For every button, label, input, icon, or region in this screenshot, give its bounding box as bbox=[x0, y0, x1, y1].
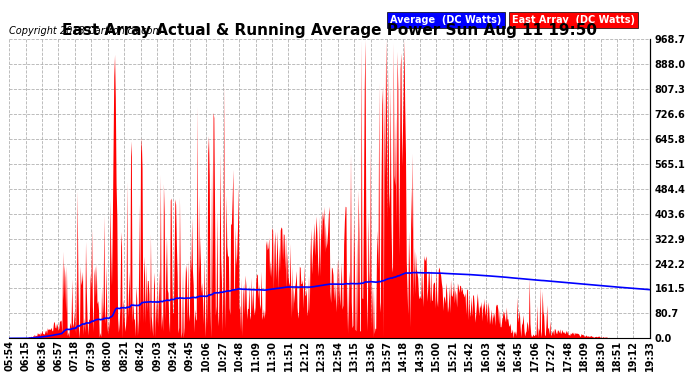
Title: East Array Actual & Running Average Power Sun Aug 11 19:50: East Array Actual & Running Average Powe… bbox=[62, 23, 597, 38]
Text: East Array  (DC Watts): East Array (DC Watts) bbox=[512, 15, 635, 25]
Text: Copyright 2013 Cartronics.com: Copyright 2013 Cartronics.com bbox=[9, 26, 162, 36]
Text: Average  (DC Watts): Average (DC Watts) bbox=[391, 15, 502, 25]
